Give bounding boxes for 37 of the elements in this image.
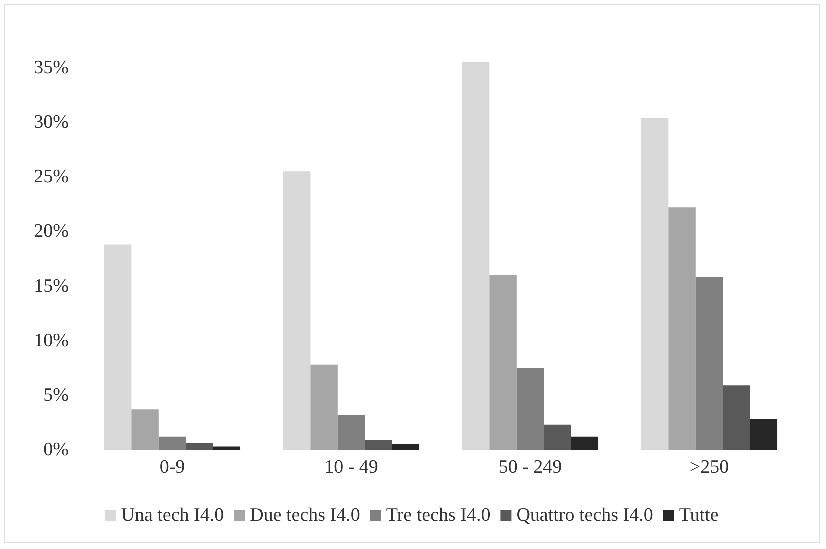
x-tick-label: >250 [690,457,730,478]
legend-label: Tre techs I4.0 [386,505,491,526]
legend-label: Due techs I4.0 [250,505,360,526]
bar [750,419,778,450]
bar [338,415,366,450]
bar [310,364,338,450]
legend-label: Tutte [679,505,719,526]
y-tick-label: 10% [34,330,70,352]
y-tick-label: 5% [44,384,70,406]
bar [392,444,420,450]
y-tick-label: 20% [34,221,70,242]
legend-label: Una tech I4.0 [121,505,224,526]
bar [462,62,490,450]
bar [158,436,186,450]
bar [668,208,696,450]
x-tick-label: 0-9 [160,457,186,478]
y-tick-label: 0% [44,440,70,460]
y-tick-label: 25% [34,166,70,188]
x-tick-label: 10 - 49 [324,457,378,478]
bar [516,368,544,450]
bar [571,436,599,450]
bar [490,275,517,450]
bar [365,440,392,450]
bar [283,172,311,450]
bar [213,446,241,450]
bar [723,386,750,450]
y-tick-label: 35% [34,57,70,78]
bar [696,278,724,450]
x-tick-label: 50 - 249 [498,457,562,478]
bar [104,244,132,450]
bar [132,410,159,450]
legend-label: Quattro techs I4.0 [516,505,654,526]
bar [186,443,214,450]
y-tick-label: 15% [34,276,70,297]
bar [544,424,572,450]
bar [641,118,669,450]
y-tick-label: 30% [34,112,70,133]
